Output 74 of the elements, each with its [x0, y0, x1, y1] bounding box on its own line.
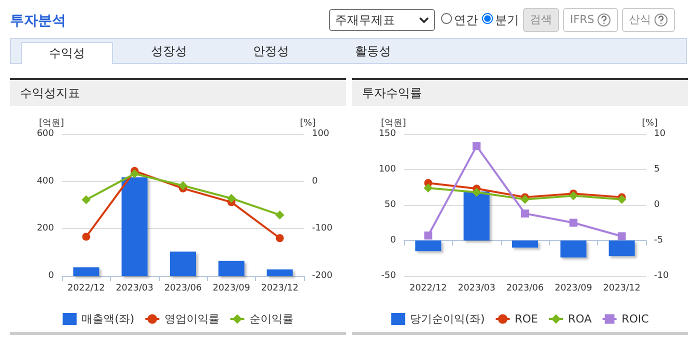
- text: 성장성: [150, 43, 188, 60]
- text: 투자분석: [10, 12, 66, 30]
- legend-label: ROE: [514, 312, 538, 326]
- y-tick-label: -50: [381, 271, 396, 281]
- text: 분기: [494, 12, 519, 28]
- x-tick-label: 2023/09: [554, 284, 592, 294]
- point: [276, 234, 284, 242]
- x-tick-label: 2023/03: [458, 284, 496, 294]
- x-tick-label: 2022/12: [410, 284, 447, 294]
- bar: [122, 177, 148, 276]
- point: [520, 194, 530, 204]
- y-tick-label: 50: [384, 200, 396, 210]
- y2-tick-label: 0: [654, 200, 660, 210]
- y2-tick-label: 5: [654, 164, 660, 174]
- point: [424, 183, 433, 192]
- point: [569, 218, 578, 227]
- text: IFRS: [563, 8, 618, 32]
- y2-tick-label: -10: [654, 271, 669, 281]
- y2-axis-title: [%]: [642, 118, 658, 128]
- point: [130, 169, 140, 178]
- y-tick-label: 200: [36, 224, 54, 234]
- x-tick-label: 2023/06: [506, 284, 544, 294]
- point: [521, 210, 529, 218]
- bar: [170, 252, 196, 276]
- legend-label: ROIC: [622, 312, 650, 326]
- y2-tick-label: 10: [654, 129, 666, 139]
- point: [618, 232, 626, 240]
- point: [82, 232, 90, 241]
- x-tick-label: 2023/06: [164, 284, 202, 294]
- point: [568, 191, 578, 200]
- point: [617, 194, 626, 204]
- bar: [266, 269, 293, 276]
- legend-label: 당기순이익(좌): [410, 312, 485, 326]
- y-tick-label: 600: [36, 129, 54, 139]
- y2-tick-label: -200: [312, 271, 333, 281]
- point: [275, 210, 284, 220]
- point: [178, 181, 188, 190]
- y-tick-label: 150: [378, 129, 396, 139]
- text: 수익성: [21, 42, 113, 64]
- y-tick-label: 100: [378, 164, 396, 174]
- chart-title: 투자수익률: [352, 78, 688, 106]
- text: 안정성: [252, 43, 290, 60]
- y2-axis-title: [%]: [300, 118, 316, 128]
- point: [472, 142, 481, 150]
- x-tick-label: 2023/09: [212, 284, 250, 294]
- point: [472, 188, 482, 197]
- y2-tick-label: 0: [312, 176, 318, 186]
- legend-label: 매출액(좌): [82, 312, 134, 326]
- x-tick-label: 2023/12: [261, 284, 298, 294]
- bar: [73, 267, 100, 276]
- legend-label: 순이익률: [249, 312, 294, 326]
- point: [424, 232, 432, 240]
- x-tick-label: 2023/12: [603, 284, 640, 294]
- y-tick-label: 0: [390, 236, 396, 246]
- y2-tick-label: -5: [654, 236, 663, 246]
- x-tick-label: 2022/12: [68, 284, 105, 294]
- point: [82, 195, 91, 204]
- legend-label: ROA: [568, 312, 592, 326]
- text: 활동성: [354, 43, 392, 60]
- y2-tick-label: 100: [312, 129, 330, 139]
- text: 연간: [453, 12, 478, 28]
- text: 검색: [523, 8, 559, 32]
- text: 산식: [622, 8, 676, 32]
- y-tick-label: 0: [48, 271, 54, 281]
- bar: [218, 260, 244, 276]
- y-axis-title: [억원]: [38, 118, 64, 128]
- y-tick-label: 400: [36, 176, 54, 186]
- y-axis-title: [억원]: [380, 118, 406, 128]
- text: 주재무제표: [335, 12, 395, 28]
- legend-label: 영업이익률: [164, 312, 220, 326]
- chart-title: 수익성지표: [10, 78, 346, 106]
- y2-tick-label: -100: [312, 224, 333, 234]
- point: [226, 194, 236, 203]
- x-tick-label: 2023/03: [116, 284, 154, 294]
